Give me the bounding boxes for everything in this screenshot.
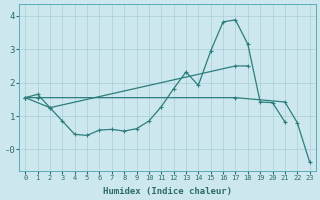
- X-axis label: Humidex (Indice chaleur): Humidex (Indice chaleur): [103, 187, 232, 196]
